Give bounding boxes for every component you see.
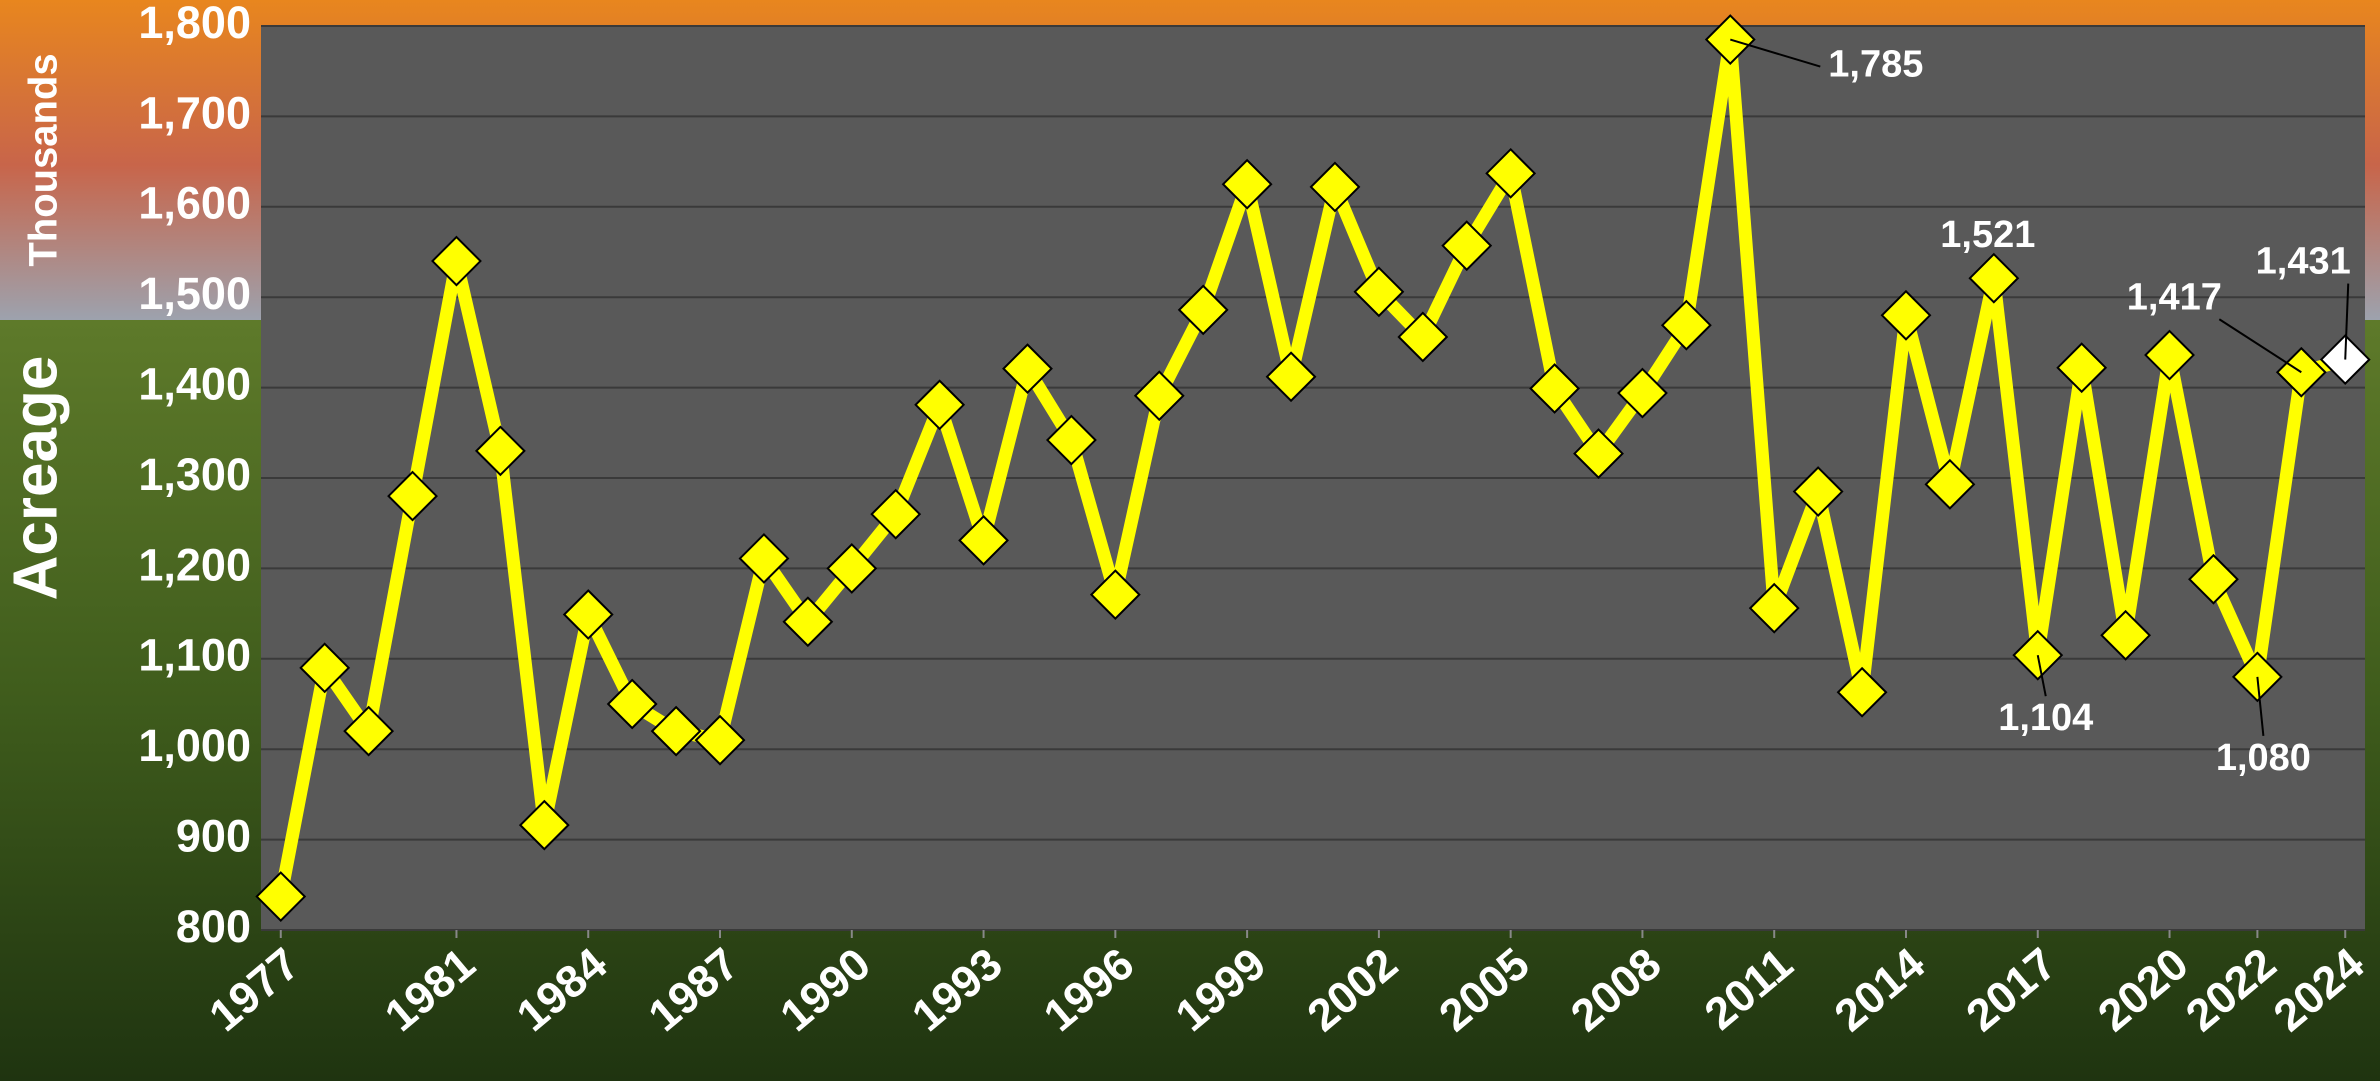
data-label: 1,521	[1940, 214, 2035, 256]
data-label: 1,431	[2256, 241, 2351, 283]
data-label: 1,785	[1828, 44, 1923, 86]
y-tick-label: 900	[176, 810, 251, 861]
marker	[2188, 553, 2239, 605]
marker	[1353, 266, 1405, 318]
marker	[1045, 414, 1097, 466]
marker	[782, 596, 834, 648]
marker	[1836, 666, 1888, 718]
y-tick-label: 1,800	[138, 0, 251, 48]
y-tick-label: 800	[176, 901, 251, 952]
marker	[826, 542, 878, 594]
marker	[2100, 609, 2152, 661]
leader-line	[1729, 38, 1821, 68]
marker	[1660, 299, 1712, 351]
leader-line	[2218, 318, 2302, 374]
y-tick-label: 1,100	[138, 630, 251, 681]
marker	[2319, 334, 2371, 385]
marker	[1089, 569, 1141, 621]
marker	[387, 470, 438, 522]
marker	[1880, 289, 1932, 341]
y-axis-label: Acreage	[1, 356, 70, 601]
y-tick-label: 1,600	[138, 178, 251, 229]
marker	[870, 488, 922, 540]
marker	[1573, 428, 1624, 480]
y-tick-label: 1,700	[138, 87, 251, 138]
marker	[343, 705, 395, 757]
marker	[650, 705, 702, 757]
y-unit-label: Thousands	[22, 53, 66, 266]
marker	[1221, 158, 1273, 210]
marker	[1002, 343, 1053, 395]
marker	[1177, 284, 1229, 336]
marker	[738, 533, 790, 584]
marker	[2144, 329, 2195, 381]
marker	[1133, 370, 1185, 422]
y-tick-label: 1,000	[138, 720, 251, 771]
marker	[2231, 651, 2283, 703]
marker	[606, 678, 658, 730]
leader-line	[2036, 654, 2047, 697]
marker	[299, 642, 351, 694]
marker	[2056, 342, 2108, 394]
marker	[914, 379, 966, 431]
marker	[1441, 220, 1493, 272]
y-tick-label: 1,200	[138, 539, 251, 590]
marker	[1617, 367, 1668, 419]
marker	[1968, 252, 2020, 304]
marker	[1397, 311, 1449, 363]
marker	[958, 514, 1009, 566]
data-label: 1,104	[1998, 697, 2093, 739]
marker	[1529, 363, 1581, 414]
leader-line	[2344, 283, 2350, 360]
y-tick-label: 1,500	[138, 268, 251, 319]
marker	[694, 714, 746, 766]
marker	[518, 799, 570, 851]
marker	[562, 589, 614, 640]
data-label: 1,080	[2216, 737, 2311, 779]
marker	[474, 425, 526, 477]
marker	[255, 871, 307, 922]
marker	[431, 235, 482, 287]
data-label: 1,417	[2127, 276, 2222, 318]
y-tick-label: 1,300	[138, 449, 251, 500]
marker	[1924, 458, 1976, 510]
marker	[1748, 582, 1800, 634]
leader-line	[2256, 676, 2265, 736]
marker	[1485, 147, 1537, 199]
marker	[1265, 351, 1317, 403]
marker	[1309, 161, 1361, 213]
y-tick-label: 1,400	[138, 358, 251, 409]
marker	[2275, 346, 2327, 398]
marker	[1792, 466, 1844, 517]
